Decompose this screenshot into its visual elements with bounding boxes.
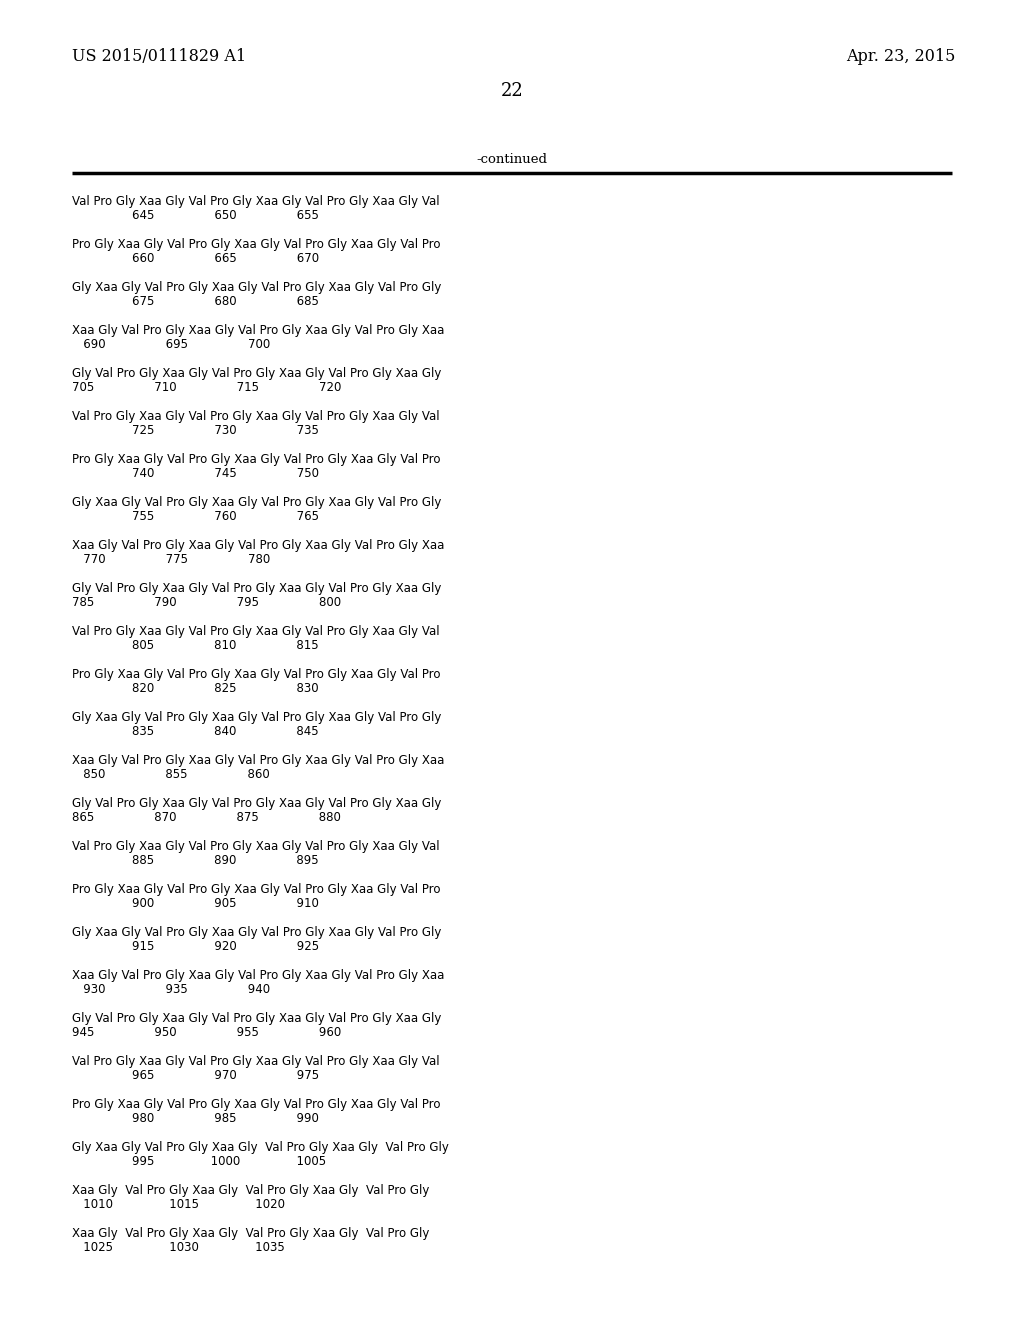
Text: Val Pro Gly Xaa Gly Val Pro Gly Xaa Gly Val Pro Gly Xaa Gly Val: Val Pro Gly Xaa Gly Val Pro Gly Xaa Gly … bbox=[72, 840, 439, 853]
Text: 755                760                765: 755 760 765 bbox=[72, 510, 319, 523]
Text: 900                905                910: 900 905 910 bbox=[72, 898, 318, 909]
Text: 785                790                795                800: 785 790 795 800 bbox=[72, 597, 341, 609]
Text: Gly Xaa Gly Val Pro Gly Xaa Gly  Val Pro Gly Xaa Gly  Val Pro Gly: Gly Xaa Gly Val Pro Gly Xaa Gly Val Pro … bbox=[72, 1140, 449, 1154]
Text: Pro Gly Xaa Gly Val Pro Gly Xaa Gly Val Pro Gly Xaa Gly Val Pro: Pro Gly Xaa Gly Val Pro Gly Xaa Gly Val … bbox=[72, 1098, 440, 1111]
Text: 865                870                875                880: 865 870 875 880 bbox=[72, 810, 341, 824]
Text: 850                855                860: 850 855 860 bbox=[72, 768, 269, 781]
Text: 705                710                715                720: 705 710 715 720 bbox=[72, 381, 341, 393]
Text: 645                650                655: 645 650 655 bbox=[72, 209, 318, 222]
Text: 22: 22 bbox=[501, 82, 523, 100]
Text: 805                810                815: 805 810 815 bbox=[72, 639, 318, 652]
Text: -continued: -continued bbox=[476, 153, 548, 166]
Text: Val Pro Gly Xaa Gly Val Pro Gly Xaa Gly Val Pro Gly Xaa Gly Val: Val Pro Gly Xaa Gly Val Pro Gly Xaa Gly … bbox=[72, 411, 439, 422]
Text: 835                840                845: 835 840 845 bbox=[72, 725, 318, 738]
Text: 885                890                895: 885 890 895 bbox=[72, 854, 318, 867]
Text: Gly Val Pro Gly Xaa Gly Val Pro Gly Xaa Gly Val Pro Gly Xaa Gly: Gly Val Pro Gly Xaa Gly Val Pro Gly Xaa … bbox=[72, 797, 441, 810]
Text: 915                920                925: 915 920 925 bbox=[72, 940, 319, 953]
Text: Val Pro Gly Xaa Gly Val Pro Gly Xaa Gly Val Pro Gly Xaa Gly Val: Val Pro Gly Xaa Gly Val Pro Gly Xaa Gly … bbox=[72, 195, 439, 209]
Text: Gly Xaa Gly Val Pro Gly Xaa Gly Val Pro Gly Xaa Gly Val Pro Gly: Gly Xaa Gly Val Pro Gly Xaa Gly Val Pro … bbox=[72, 711, 441, 723]
Text: 770                775                780: 770 775 780 bbox=[72, 553, 270, 566]
Text: 945                950                955                960: 945 950 955 960 bbox=[72, 1026, 341, 1039]
Text: Xaa Gly Val Pro Gly Xaa Gly Val Pro Gly Xaa Gly Val Pro Gly Xaa: Xaa Gly Val Pro Gly Xaa Gly Val Pro Gly … bbox=[72, 539, 444, 552]
Text: Gly Xaa Gly Val Pro Gly Xaa Gly Val Pro Gly Xaa Gly Val Pro Gly: Gly Xaa Gly Val Pro Gly Xaa Gly Val Pro … bbox=[72, 927, 441, 939]
Text: 725                730                735: 725 730 735 bbox=[72, 424, 318, 437]
Text: Pro Gly Xaa Gly Val Pro Gly Xaa Gly Val Pro Gly Xaa Gly Val Pro: Pro Gly Xaa Gly Val Pro Gly Xaa Gly Val … bbox=[72, 883, 440, 896]
Text: 740                745                750: 740 745 750 bbox=[72, 467, 319, 480]
Text: Pro Gly Xaa Gly Val Pro Gly Xaa Gly Val Pro Gly Xaa Gly Val Pro: Pro Gly Xaa Gly Val Pro Gly Xaa Gly Val … bbox=[72, 238, 440, 251]
Text: Val Pro Gly Xaa Gly Val Pro Gly Xaa Gly Val Pro Gly Xaa Gly Val: Val Pro Gly Xaa Gly Val Pro Gly Xaa Gly … bbox=[72, 1055, 439, 1068]
Text: Pro Gly Xaa Gly Val Pro Gly Xaa Gly Val Pro Gly Xaa Gly Val Pro: Pro Gly Xaa Gly Val Pro Gly Xaa Gly Val … bbox=[72, 453, 440, 466]
Text: Gly Val Pro Gly Xaa Gly Val Pro Gly Xaa Gly Val Pro Gly Xaa Gly: Gly Val Pro Gly Xaa Gly Val Pro Gly Xaa … bbox=[72, 367, 441, 380]
Text: Xaa Gly Val Pro Gly Xaa Gly Val Pro Gly Xaa Gly Val Pro Gly Xaa: Xaa Gly Val Pro Gly Xaa Gly Val Pro Gly … bbox=[72, 754, 444, 767]
Text: 690                695                700: 690 695 700 bbox=[72, 338, 270, 351]
Text: Gly Val Pro Gly Xaa Gly Val Pro Gly Xaa Gly Val Pro Gly Xaa Gly: Gly Val Pro Gly Xaa Gly Val Pro Gly Xaa … bbox=[72, 582, 441, 595]
Text: 820                825                830: 820 825 830 bbox=[72, 682, 318, 696]
Text: Xaa Gly  Val Pro Gly Xaa Gly  Val Pro Gly Xaa Gly  Val Pro Gly: Xaa Gly Val Pro Gly Xaa Gly Val Pro Gly … bbox=[72, 1228, 429, 1239]
Text: 1025               1030               1035: 1025 1030 1035 bbox=[72, 1241, 285, 1254]
Text: 995               1000               1005: 995 1000 1005 bbox=[72, 1155, 326, 1168]
Text: 930                935                940: 930 935 940 bbox=[72, 983, 270, 997]
Text: Val Pro Gly Xaa Gly Val Pro Gly Xaa Gly Val Pro Gly Xaa Gly Val: Val Pro Gly Xaa Gly Val Pro Gly Xaa Gly … bbox=[72, 624, 439, 638]
Text: Pro Gly Xaa Gly Val Pro Gly Xaa Gly Val Pro Gly Xaa Gly Val Pro: Pro Gly Xaa Gly Val Pro Gly Xaa Gly Val … bbox=[72, 668, 440, 681]
Text: 980                985                990: 980 985 990 bbox=[72, 1111, 318, 1125]
Text: 965                970                975: 965 970 975 bbox=[72, 1069, 319, 1082]
Text: Xaa Gly Val Pro Gly Xaa Gly Val Pro Gly Xaa Gly Val Pro Gly Xaa: Xaa Gly Val Pro Gly Xaa Gly Val Pro Gly … bbox=[72, 969, 444, 982]
Text: Gly Val Pro Gly Xaa Gly Val Pro Gly Xaa Gly Val Pro Gly Xaa Gly: Gly Val Pro Gly Xaa Gly Val Pro Gly Xaa … bbox=[72, 1012, 441, 1026]
Text: Apr. 23, 2015: Apr. 23, 2015 bbox=[846, 48, 955, 65]
Text: US 2015/0111829 A1: US 2015/0111829 A1 bbox=[72, 48, 246, 65]
Text: Xaa Gly Val Pro Gly Xaa Gly Val Pro Gly Xaa Gly Val Pro Gly Xaa: Xaa Gly Val Pro Gly Xaa Gly Val Pro Gly … bbox=[72, 323, 444, 337]
Text: 675                680                685: 675 680 685 bbox=[72, 294, 318, 308]
Text: 660                665                670: 660 665 670 bbox=[72, 252, 319, 265]
Text: Xaa Gly  Val Pro Gly Xaa Gly  Val Pro Gly Xaa Gly  Val Pro Gly: Xaa Gly Val Pro Gly Xaa Gly Val Pro Gly … bbox=[72, 1184, 429, 1197]
Text: 1010               1015               1020: 1010 1015 1020 bbox=[72, 1199, 285, 1210]
Text: Gly Xaa Gly Val Pro Gly Xaa Gly Val Pro Gly Xaa Gly Val Pro Gly: Gly Xaa Gly Val Pro Gly Xaa Gly Val Pro … bbox=[72, 496, 441, 510]
Text: Gly Xaa Gly Val Pro Gly Xaa Gly Val Pro Gly Xaa Gly Val Pro Gly: Gly Xaa Gly Val Pro Gly Xaa Gly Val Pro … bbox=[72, 281, 441, 294]
